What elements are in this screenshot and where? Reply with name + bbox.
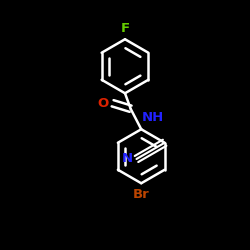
Text: F: F xyxy=(120,22,130,35)
Text: O: O xyxy=(97,97,108,110)
Text: Br: Br xyxy=(133,188,150,201)
Text: NH: NH xyxy=(142,111,165,124)
Text: N: N xyxy=(121,152,132,166)
